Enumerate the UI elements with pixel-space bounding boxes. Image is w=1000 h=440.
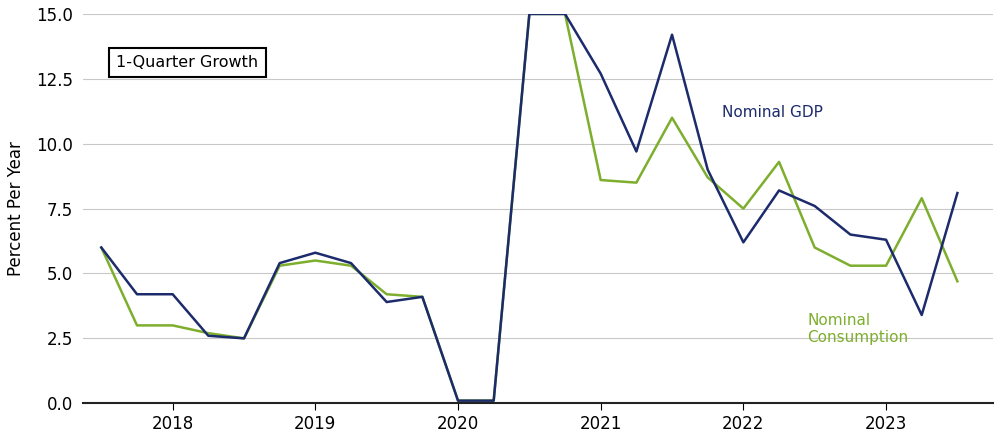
Y-axis label: Percent Per Year: Percent Per Year [7, 141, 25, 276]
Text: Nominal
Consumption: Nominal Consumption [808, 313, 909, 345]
Text: 1-Quarter Growth: 1-Quarter Growth [116, 55, 259, 70]
Text: Nominal GDP: Nominal GDP [722, 105, 823, 120]
